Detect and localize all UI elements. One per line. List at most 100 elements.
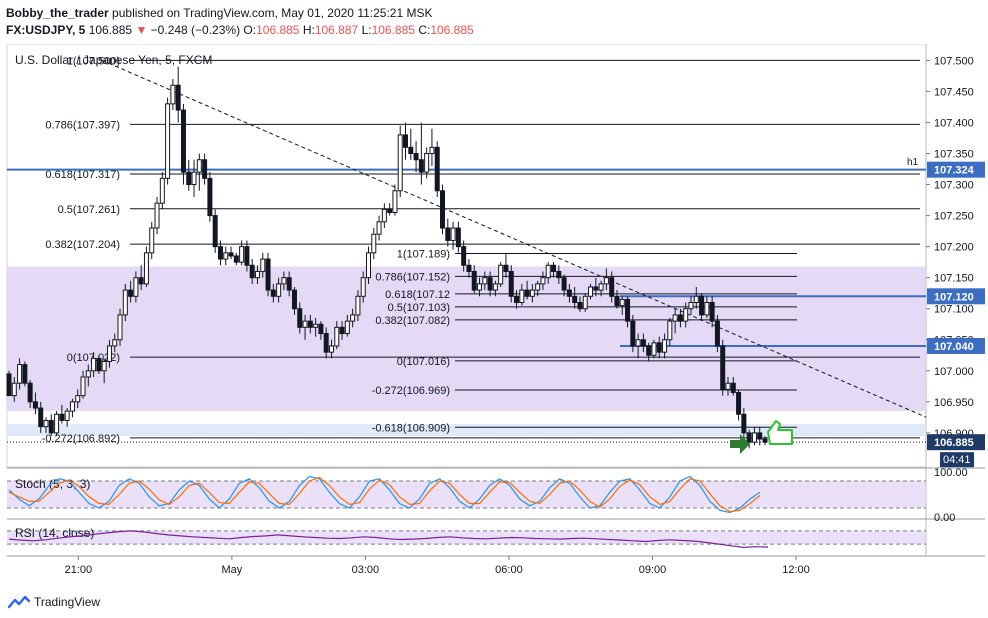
candle-body — [693, 295, 699, 304]
stoch-line — [8, 476, 761, 513]
time-tick-label: 06:00 — [495, 564, 523, 576]
candle-body — [651, 342, 657, 356]
stoch-band — [7, 481, 926, 508]
green-arrow-icon — [730, 434, 750, 454]
candle-body — [429, 146, 435, 155]
candle-body — [677, 314, 683, 322]
candle-body — [561, 277, 567, 291]
price-label-text: 107.120 — [934, 291, 974, 303]
candle-body — [344, 320, 350, 335]
candle-body — [6, 373, 12, 397]
candle-body — [482, 277, 488, 285]
author-name[interactable]: Bobby_the_trader — [6, 6, 109, 20]
candle-body — [392, 190, 398, 213]
tradingview-logo-icon[interactable] — [8, 594, 30, 610]
candle-body — [223, 252, 229, 260]
candle-body — [720, 345, 726, 390]
time-tick-label: 21:00 — [65, 564, 93, 576]
candle-body — [577, 302, 583, 310]
candle-body — [540, 277, 546, 285]
candle-body — [276, 283, 282, 297]
low-value: 106.885 — [371, 23, 415, 37]
candle-body — [128, 289, 134, 297]
stoch-tick-label: 0.00 — [934, 512, 955, 524]
footer-brand[interactable]: TradingView — [34, 595, 101, 609]
time-tick-label: 09:00 — [639, 564, 667, 576]
candle-body — [487, 277, 493, 291]
candle-body — [350, 314, 356, 322]
candle-body — [32, 401, 38, 409]
price-tick-label: 107.300 — [934, 180, 974, 192]
candle-body — [498, 264, 504, 285]
fib-level-label: 0.786(107.397) — [45, 119, 120, 131]
candle-body — [477, 283, 483, 291]
candle-body — [397, 134, 403, 192]
price-label-text: 107.324 — [934, 165, 975, 177]
time-tick-label: May — [221, 564, 242, 576]
candle-body — [529, 289, 535, 297]
candle-body — [640, 339, 646, 347]
candle-body — [714, 320, 720, 347]
candle-body — [688, 302, 694, 310]
candle-body — [186, 171, 192, 186]
candle-body — [471, 270, 477, 291]
candle-body — [455, 227, 461, 248]
candle-body — [191, 171, 197, 186]
candle-body — [545, 264, 551, 279]
candle-body — [709, 302, 715, 322]
candle-body — [403, 134, 409, 148]
candle-body — [619, 298, 625, 307]
candle-body — [656, 342, 662, 353]
candle-body — [593, 286, 599, 291]
candle-body — [112, 339, 118, 347]
symbol-label[interactable]: FX:USDJPY, 5 — [6, 23, 86, 37]
candle-body — [572, 295, 578, 304]
candle-body — [207, 177, 213, 217]
candle-body — [297, 308, 303, 328]
candle-body — [27, 382, 33, 403]
fib-level-label: 0.382(107.204) — [45, 239, 120, 251]
chart-area[interactable]: 1(107.500) 0.786(107.397) 0.618(107.317) 0.… — [0, 44, 988, 584]
current-price-text: 106.885 — [934, 437, 974, 449]
candle-body — [122, 289, 128, 316]
candle-body — [69, 401, 75, 412]
footer: TradingView — [8, 592, 100, 612]
candle-body — [265, 258, 271, 291]
price-tick-label: 107.000 — [934, 366, 974, 378]
candle-body — [217, 246, 223, 260]
candle-body — [746, 432, 752, 443]
candle-body — [445, 227, 451, 241]
publish-line: Bobby_the_trader published on TradingVie… — [6, 6, 432, 20]
candle-body — [48, 419, 54, 434]
candle-body — [117, 314, 123, 341]
high-label: H: — [302, 23, 315, 37]
candle-body — [196, 159, 202, 173]
candle-body — [328, 345, 334, 353]
time-tick-label: 12:00 — [782, 564, 810, 576]
candle-body — [101, 360, 107, 372]
candle-body — [466, 264, 472, 272]
candle-body — [461, 246, 467, 266]
countdown-text: 04:41 — [943, 454, 971, 466]
candle-body — [582, 295, 588, 310]
candle-body — [371, 233, 377, 254]
candle-body — [434, 146, 440, 192]
candle-body — [313, 323, 319, 328]
candle-body — [492, 283, 498, 291]
price-tick-label: 106.950 — [934, 397, 974, 409]
candle-body — [424, 153, 430, 173]
open-label: O: — [243, 23, 257, 37]
fib-level-label: 0.382(107.082) — [375, 315, 450, 327]
candle-body — [667, 320, 673, 341]
change-arrow-icon: ▼ — [135, 23, 148, 37]
price-label-badge — [927, 337, 985, 354]
fib-level-label: 0.5(107.103) — [388, 302, 450, 314]
candle-body — [233, 255, 239, 263]
candle-body — [180, 109, 186, 173]
last-price: 106.885 — [88, 23, 133, 37]
candle-body — [96, 357, 102, 372]
candle-body — [609, 277, 615, 297]
candle-body — [730, 382, 736, 394]
candle-body — [38, 407, 44, 428]
candle-body — [603, 277, 609, 285]
